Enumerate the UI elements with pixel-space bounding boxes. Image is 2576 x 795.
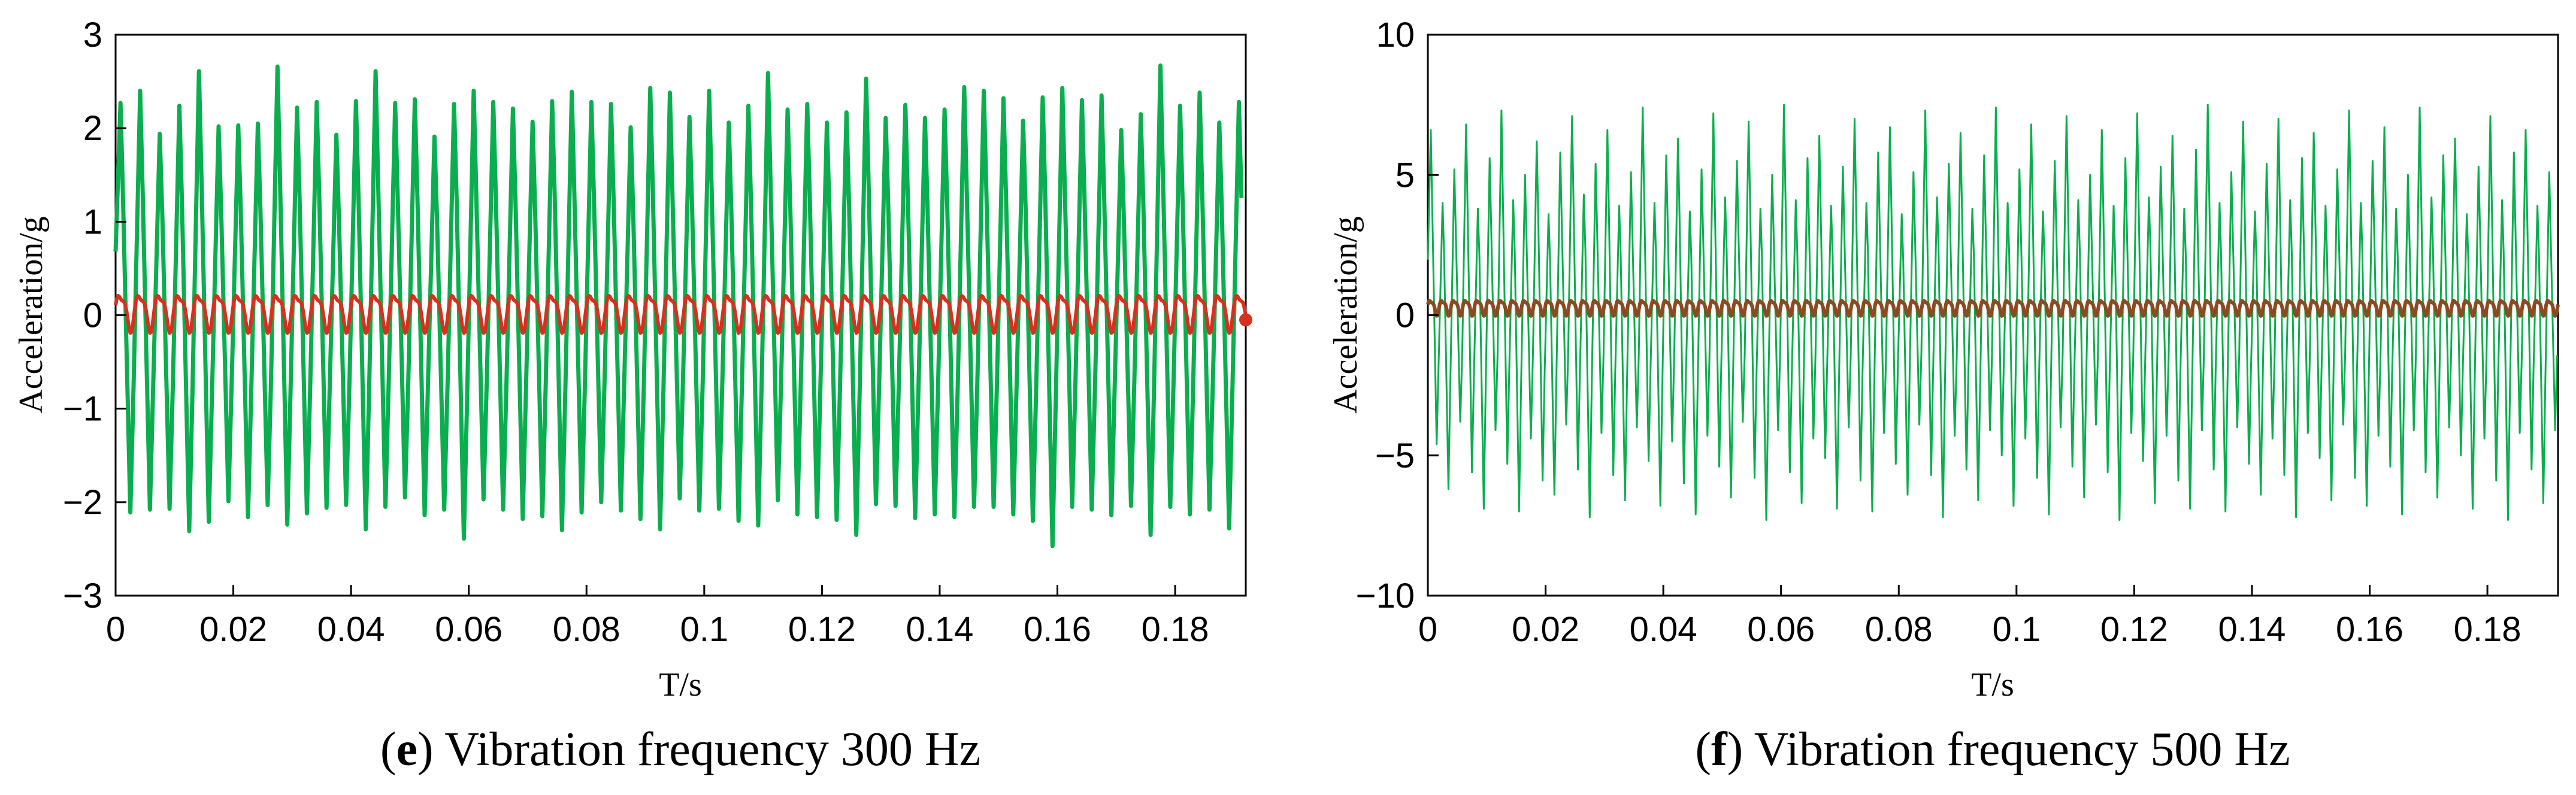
y-axis-title: Acceleration/g bbox=[13, 216, 50, 414]
y-tick-label: −1 bbox=[63, 390, 102, 429]
x-tick-label: 0.1 bbox=[1992, 610, 2041, 649]
series-end-marker bbox=[1239, 313, 1252, 327]
series-line-green bbox=[1427, 104, 2558, 521]
x-tick-label: 0.06 bbox=[435, 610, 503, 649]
caption-text: Vibration frequency 500 Hz bbox=[1743, 723, 2290, 776]
x-tick-label: 0.14 bbox=[906, 610, 973, 649]
y-tick-label: −2 bbox=[63, 483, 102, 522]
x-axis: 0 0.02 0.04 0.06 0.08 0.1 0.12 0.14 0.16 0.18 bbox=[106, 585, 1209, 649]
y-tick-label: 0 bbox=[83, 296, 102, 335]
series-line-brown bbox=[1426, 299, 2560, 318]
x-tick-label: 0.02 bbox=[199, 610, 267, 649]
x-tick-label: 0.1 bbox=[680, 610, 728, 649]
y-axis: −3 −2 −1 0 1 2 3 bbox=[63, 16, 126, 615]
x-tick-label: 0.16 bbox=[2336, 610, 2404, 649]
x-tick-label: 0 bbox=[1418, 610, 1437, 649]
x-tick-label: 0.18 bbox=[2454, 610, 2521, 649]
x-tick-label: 0.02 bbox=[1512, 610, 1579, 649]
x-tick-label: 0.04 bbox=[1630, 610, 1697, 649]
y-axis-title: Acceleration/g bbox=[1327, 216, 1364, 414]
x-tick-label: 0.06 bbox=[1747, 610, 1815, 649]
x-axis: 0 0.02 0.04 0.06 0.08 0.1 0.12 0.14 0.16 0.18 bbox=[1418, 585, 2521, 649]
panel-caption: (e) Vibration frequency 300 Hz bbox=[380, 723, 980, 776]
y-tick-label: 2 bbox=[83, 109, 102, 148]
y-tick-label: −10 bbox=[1356, 576, 1415, 615]
series-layer bbox=[1426, 104, 2560, 521]
chart-panel-f: −10 −5 0 5 10 0 0.02 0.04 0.06 0.08 0.1 0.12 0.14 0.… bbox=[1327, 16, 2560, 776]
caption-letter: f bbox=[1711, 723, 1728, 776]
panel-caption: (f) Vibration frequency 500 Hz bbox=[1695, 723, 2290, 776]
series-layer bbox=[113, 63, 1252, 548]
x-tick-label: 0.14 bbox=[2218, 610, 2286, 649]
x-tick-label: 0 bbox=[106, 610, 125, 649]
y-tick-label: 0 bbox=[1396, 296, 1415, 335]
x-axis-title: T/s bbox=[1971, 666, 2014, 703]
series-line-red bbox=[114, 293, 1248, 335]
x-tick-label: 0.12 bbox=[788, 610, 856, 649]
series-line-green bbox=[113, 63, 1244, 548]
x-tick-label: 0.08 bbox=[1865, 610, 1933, 649]
y-tick-label: −3 bbox=[63, 576, 102, 615]
y-tick-label: 3 bbox=[83, 16, 102, 54]
y-tick-label: 1 bbox=[83, 202, 102, 241]
x-axis-title: T/s bbox=[659, 666, 702, 703]
x-tick-label: 0.18 bbox=[1142, 610, 1209, 649]
y-tick-label: −5 bbox=[1375, 436, 1415, 475]
caption-text: Vibration frequency 300 Hz bbox=[434, 723, 980, 776]
x-tick-label: 0.12 bbox=[2100, 610, 2168, 649]
y-tick-label: 5 bbox=[1396, 156, 1415, 195]
caption-letter: e bbox=[396, 723, 418, 776]
x-tick-label: 0.08 bbox=[553, 610, 620, 649]
x-tick-label: 0.04 bbox=[317, 610, 385, 649]
y-tick-label: 10 bbox=[1376, 16, 1415, 54]
y-axis: −10 −5 0 5 10 bbox=[1356, 16, 1439, 615]
x-tick-label: 0.16 bbox=[1024, 610, 1091, 649]
